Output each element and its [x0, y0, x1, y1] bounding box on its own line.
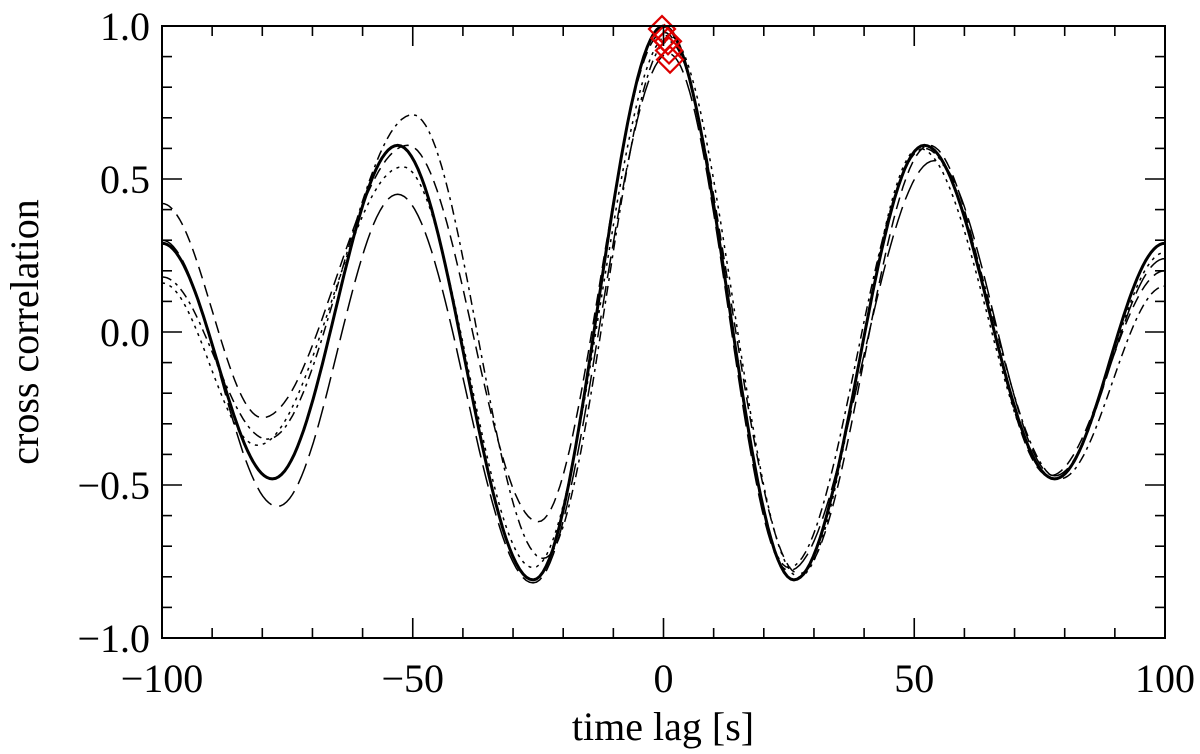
series-line-3: [161, 34, 1166, 578]
x-tick-label: 100: [1135, 656, 1195, 701]
peak-marker-3: [653, 26, 683, 56]
series-line-5: [161, 52, 1166, 584]
peak-marker-1: [647, 14, 677, 44]
y-tick-label: 0.5: [100, 157, 150, 202]
y-tick-label: 0.0: [100, 310, 150, 355]
series-line-4: [161, 40, 1166, 569]
x-tick-label: 50: [894, 656, 934, 701]
x-tick-label: −100: [121, 656, 204, 701]
peak-marker-5: [655, 45, 685, 75]
series-line-2: [161, 31, 1166, 575]
y-tick-label: −1.0: [77, 616, 150, 661]
axis-ticks: [161, 25, 1166, 639]
x-tick-label: −50: [381, 656, 444, 701]
peak-markers: [647, 14, 685, 75]
series-layer: [161, 24, 1166, 584]
y-tick-label: −0.5: [77, 463, 150, 508]
peak-marker-4: [654, 35, 684, 66]
x-tick-label: 0: [654, 656, 674, 701]
y-axis-title: cross correlation: [2, 199, 47, 464]
x-tick-labels: −100 −50 0 50 100: [121, 656, 1195, 701]
plot-frame: [161, 25, 1166, 639]
series-line-1: [161, 24, 1166, 582]
x-axis-title: time lag [s]: [572, 704, 754, 749]
y-tick-labels: −1.0 −0.5 0.0 0.5 1.0: [77, 4, 150, 661]
y-tick-label: 1.0: [100, 4, 150, 49]
